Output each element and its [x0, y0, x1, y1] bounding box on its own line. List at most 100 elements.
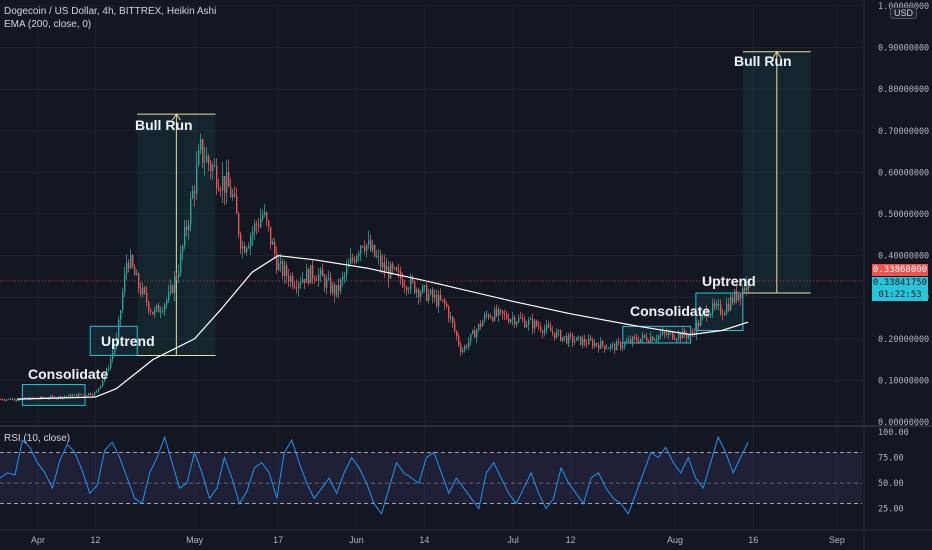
- candle-body: [100, 385, 102, 389]
- candle-body: [490, 317, 492, 319]
- rsi-legend[interactable]: RSI (10, close): [4, 433, 71, 444]
- candle-body: [538, 325, 540, 327]
- candle-body: [406, 287, 408, 291]
- candle-series: [0, 133, 750, 402]
- candle-body: [582, 338, 584, 345]
- candle-body: [360, 245, 362, 254]
- rsi-tick-label: 75.00: [878, 454, 904, 464]
- candle-body: [164, 304, 166, 311]
- candle-body: [518, 317, 520, 323]
- candle-body: [266, 212, 268, 221]
- candle-body: [2, 399, 4, 401]
- candle-body: [746, 281, 748, 291]
- candle-body: [184, 226, 186, 246]
- candle-body: [686, 334, 688, 338]
- candle-body: [312, 265, 314, 279]
- candle-body: [170, 285, 172, 292]
- candle-body: [628, 339, 630, 342]
- candle-body: [298, 283, 300, 289]
- candle-body: [52, 396, 54, 398]
- price-tick-label: 0.00000000: [878, 418, 929, 428]
- candle-body: [434, 294, 436, 298]
- candle-body: [194, 190, 196, 194]
- candle-body: [176, 275, 178, 278]
- candle-body: [748, 281, 750, 289]
- candle-body: [646, 337, 648, 341]
- candle-body: [392, 263, 394, 269]
- currency-badge[interactable]: USD: [890, 7, 918, 19]
- candle-body: [168, 291, 170, 301]
- candle-body: [260, 218, 262, 228]
- candle-body: [12, 398, 14, 400]
- candle-body: [738, 294, 740, 301]
- candle-body: [626, 341, 628, 343]
- candle-body: [332, 284, 334, 293]
- candle-body: [384, 262, 386, 271]
- candle-body: [130, 255, 132, 268]
- candle-body: [568, 334, 570, 344]
- candle-body: [22, 397, 24, 399]
- candle-body: [516, 322, 518, 325]
- candle-body: [734, 290, 736, 303]
- candle-body: [326, 279, 328, 288]
- candle-body: [636, 337, 638, 341]
- candle-body: [152, 311, 154, 315]
- candle-body: [396, 267, 398, 271]
- candle-body: [480, 323, 482, 327]
- annotation-consolidate-2: Consolidate: [630, 303, 711, 319]
- candle-body: [274, 242, 276, 254]
- time-tick-label: Aug: [667, 535, 683, 545]
- candle-body: [652, 336, 654, 341]
- candle-body: [638, 340, 640, 343]
- candle-body: [328, 277, 330, 280]
- ema-legend[interactable]: EMA (200, close, 0): [4, 19, 92, 30]
- candle-body: [72, 395, 74, 397]
- candle-body: [420, 292, 422, 298]
- candle-body: [640, 338, 642, 343]
- candle-body: [616, 341, 618, 351]
- candle-body: [234, 193, 236, 197]
- candle-body: [350, 257, 352, 264]
- candle-body: [596, 343, 598, 346]
- candle-body: [418, 289, 420, 298]
- candle-body: [664, 331, 666, 334]
- candle-body: [132, 255, 134, 267]
- candle-body: [68, 394, 70, 397]
- candle-body: [566, 336, 568, 344]
- candle-body: [150, 310, 152, 312]
- candle-body: [492, 317, 494, 321]
- candle-body: [292, 275, 294, 287]
- symbol-title[interactable]: Dogecoin / US Dollar, 4h, BITTREX, Heiki…: [4, 6, 217, 17]
- candle-body: [660, 334, 662, 336]
- candle-body: [416, 289, 418, 293]
- candle-body: [226, 172, 228, 194]
- candle-body: [214, 165, 216, 167]
- candle-body: [376, 256, 378, 258]
- candle-body: [712, 303, 714, 314]
- candle-body: [584, 338, 586, 344]
- candle-body: [238, 213, 240, 235]
- candle-body: [736, 290, 738, 301]
- price-tick-label: 0.70000000: [878, 127, 929, 137]
- candle-body: [182, 245, 184, 253]
- candle-body: [94, 392, 96, 395]
- candle-body: [362, 245, 364, 247]
- candle-body: [460, 344, 462, 353]
- candle-body: [366, 244, 368, 251]
- candle-body: [476, 329, 478, 338]
- candle-body: [270, 227, 272, 245]
- candle-body: [302, 279, 304, 283]
- candle-body: [402, 278, 404, 287]
- candle-body: [668, 332, 670, 335]
- candle-body: [300, 282, 302, 284]
- candle-body: [404, 286, 406, 288]
- candle-body: [506, 314, 508, 319]
- candle-body: [286, 265, 288, 276]
- bull-run-box-1-arrowhead: [171, 113, 181, 121]
- candle-body: [354, 259, 356, 262]
- candle-body: [244, 246, 246, 253]
- candle-body: [304, 279, 306, 283]
- candle-body: [624, 342, 626, 347]
- candle-body: [526, 324, 528, 328]
- candle-body: [324, 276, 326, 288]
